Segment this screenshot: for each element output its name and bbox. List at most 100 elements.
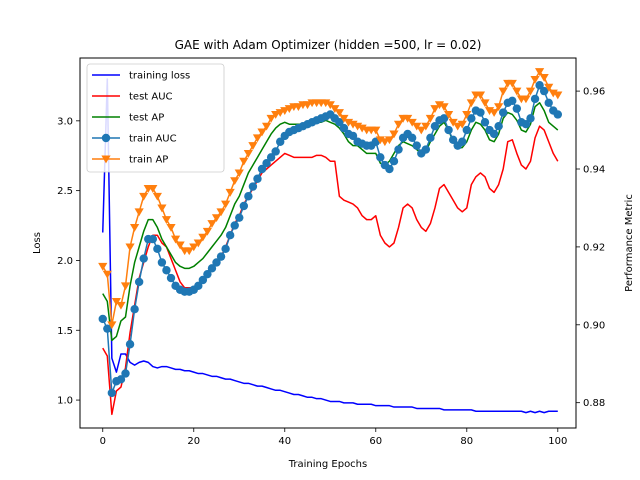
point-train-ap-21 <box>193 239 203 248</box>
series-test-auc <box>102 125 559 416</box>
point-train-auc-13 <box>157 258 167 267</box>
left-tick-label: 1.0 <box>57 396 73 407</box>
point-train-auc-55 <box>348 131 358 141</box>
point-train-auc-95 <box>530 94 540 104</box>
left-axis-label: Loss <box>32 232 43 254</box>
point-train-ap-8 <box>134 208 144 217</box>
point-train-auc-27 <box>221 244 230 254</box>
point-train-ap-35 <box>257 128 267 137</box>
point-train-auc-21 <box>194 281 203 291</box>
point-train-ap-19 <box>184 247 194 256</box>
point-train-auc-30 <box>235 213 244 222</box>
right-tick-label: 0.94 <box>583 165 605 176</box>
right-tick-label: 0.92 <box>583 242 605 253</box>
axis-ticks: 0 20 40 60 80 100 1.0 1.5 2.0 2.5 3.0 0.88 0.90 0.92 0… <box>57 87 605 447</box>
legend-label: train AP <box>129 155 168 166</box>
point-train-auc-25 <box>212 258 221 267</box>
point-train-auc-84 <box>480 118 490 127</box>
legend-item-test-auc: test AUC <box>92 92 173 103</box>
point-train-ap-93 <box>521 95 531 104</box>
point-train-auc-2 <box>107 388 117 398</box>
point-train-ap-6 <box>125 243 135 252</box>
right-axis-label: Performance Metric <box>624 194 635 292</box>
plot-frame <box>79 57 577 429</box>
point-train-auc-34 <box>253 174 262 183</box>
point-train-auc-14 <box>162 266 171 275</box>
point-train-auc-86 <box>489 129 499 139</box>
point-train-ap-14 <box>161 216 172 225</box>
point-train-ap-87 <box>494 103 504 112</box>
point-train-ap-91 <box>512 87 522 96</box>
point-train-auc-26 <box>216 252 226 261</box>
legend-item-test-ap: test AP <box>92 113 164 124</box>
point-train-ap-72 <box>425 114 435 123</box>
legend-label: training loss <box>129 71 190 82</box>
point-train-auc-98 <box>544 98 553 107</box>
line-test-auc <box>102 125 559 416</box>
point-train-auc-76 <box>444 125 453 135</box>
series-train-ap <box>98 68 563 330</box>
point-train-ap-95 <box>530 75 540 84</box>
point-train-auc-29 <box>230 221 239 230</box>
point-train-ap-60 <box>371 126 381 135</box>
point-train-ap-84 <box>480 99 490 108</box>
point-train-ap-90 <box>507 79 517 88</box>
point-train-auc-9 <box>139 254 148 263</box>
point-train-auc-80 <box>462 125 471 135</box>
series-train-auc <box>98 81 562 398</box>
point-train-ap-94 <box>525 87 536 96</box>
point-train-ap-20 <box>189 243 199 252</box>
point-train-ap-70 <box>416 126 426 135</box>
point-train-auc-100 <box>553 110 562 119</box>
right-tick-label: 0.90 <box>583 320 605 331</box>
point-train-ap-25 <box>211 214 222 223</box>
left-tick-label: 2.0 <box>57 256 73 267</box>
point-train-auc-53 <box>339 123 349 133</box>
point-train-auc-93 <box>521 120 531 129</box>
point-train-auc-69 <box>412 141 421 150</box>
point-train-ap-75 <box>439 103 449 112</box>
point-train-auc-4 <box>116 375 126 384</box>
point-train-auc-22 <box>198 275 208 285</box>
point-train-ap-97 <box>539 74 549 82</box>
point-train-ap-71 <box>421 122 431 131</box>
point-train-auc-23 <box>203 269 212 279</box>
legend-item-training-loss: training loss <box>92 71 190 82</box>
point-train-auc-7 <box>130 305 139 314</box>
x-tick-label: 100 <box>548 436 567 447</box>
point-train-ap-63 <box>384 136 395 145</box>
point-train-ap-4 <box>116 301 126 310</box>
point-train-ap-32 <box>243 149 253 158</box>
point-train-ap-27 <box>221 200 231 209</box>
point-train-auc-15 <box>166 273 176 283</box>
point-train-auc-81 <box>467 114 476 123</box>
point-train-auc-75 <box>439 114 449 123</box>
point-train-auc-63 <box>385 164 394 174</box>
point-train-ap-31 <box>239 157 249 166</box>
right-tick-label: 0.88 <box>583 398 605 409</box>
point-train-auc-36 <box>262 158 271 168</box>
legend-label: train AUC <box>129 134 177 145</box>
point-train-ap-22 <box>198 233 208 242</box>
x-tick-label: 60 <box>369 436 382 447</box>
point-train-ap-36 <box>261 122 272 131</box>
point-train-ap-52 <box>334 109 344 117</box>
point-train-auc-35 <box>257 164 267 174</box>
legend-box <box>86 63 225 173</box>
point-train-ap-65 <box>393 120 404 129</box>
point-train-auc-72 <box>426 133 435 143</box>
point-train-auc-65 <box>394 145 403 154</box>
point-train-auc-38 <box>271 147 280 156</box>
point-train-ap-79 <box>457 120 467 129</box>
point-train-auc-97 <box>539 86 549 96</box>
series-test-ap <box>102 102 559 342</box>
x-tick-label: 80 <box>460 436 473 447</box>
series-training-loss <box>102 78 558 414</box>
point-train-ap-100 <box>553 91 563 100</box>
plot-area <box>98 68 563 416</box>
point-train-ap-29 <box>230 177 240 186</box>
point-train-ap-0 <box>98 262 108 271</box>
left-tick-label: 1.5 <box>57 326 73 337</box>
point-train-auc-33 <box>248 182 258 191</box>
point-train-auc-37 <box>266 153 276 162</box>
